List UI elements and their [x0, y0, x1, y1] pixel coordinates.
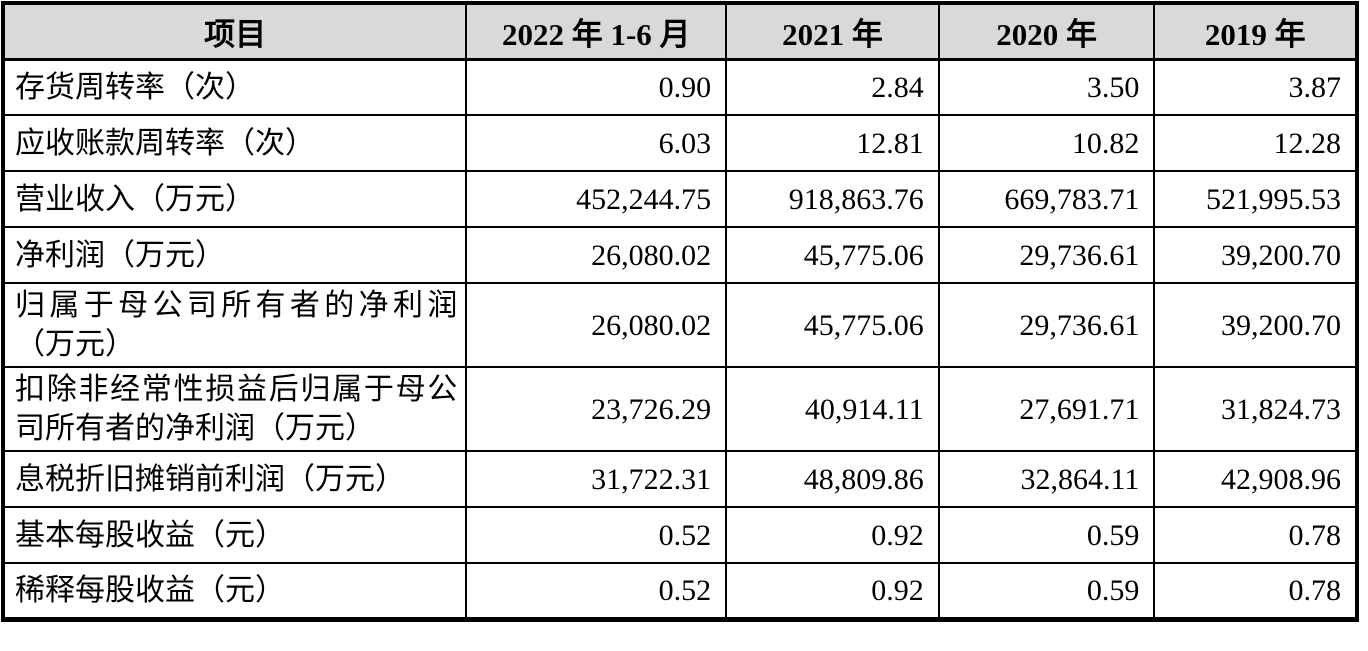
header-row: 项目 2022 年 1-6 月 2021 年 2020 年 2019 年 — [1, 2, 1358, 61]
value-cell: 0.59 — [937, 506, 1156, 564]
row-label: 净利润（万元） — [1, 226, 468, 284]
value-cell: 39,200.70 — [1153, 226, 1358, 284]
table-row: 存货周转率（次） 0.90 2.84 3.50 3.87 — [1, 58, 1358, 116]
row-label: 基本每股收益（元） — [1, 506, 468, 564]
value-cell: 31,824.73 — [1153, 366, 1358, 452]
value-cell: 26,080.02 — [465, 282, 728, 368]
value-cell: 3.50 — [937, 58, 1156, 116]
value-cell: 918,863.76 — [725, 170, 940, 228]
value-cell: 0.78 — [1153, 562, 1358, 620]
value-cell: 23,726.29 — [465, 366, 728, 452]
table-row: 稀释每股收益（元） 0.52 0.92 0.59 0.78 — [1, 562, 1358, 620]
table-row: 净利润（万元） 26,080.02 45,775.06 29,736.61 39… — [1, 226, 1358, 284]
row-label: 营业收入（万元） — [1, 170, 468, 228]
value-cell: 521,995.53 — [1153, 170, 1358, 228]
value-cell: 42,908.96 — [1153, 450, 1358, 508]
financial-indicators-table: 项目 2022 年 1-6 月 2021 年 2020 年 2019 年 存货周… — [1, 1, 1359, 622]
column-header-2020: 2020 年 — [937, 2, 1156, 61]
value-cell: 27,691.71 — [937, 366, 1156, 452]
value-cell: 29,736.61 — [937, 226, 1156, 284]
value-cell: 6.03 — [465, 114, 728, 172]
table-row: 基本每股收益（元） 0.52 0.92 0.59 0.78 — [1, 506, 1358, 564]
row-label: 稀释每股收益（元） — [1, 562, 468, 620]
value-cell: 2.84 — [725, 58, 940, 116]
value-cell: 0.59 — [937, 562, 1156, 620]
table-body: 存货周转率（次） 0.90 2.84 3.50 3.87 应收账款周转率（次） … — [1, 58, 1358, 620]
table-row: 应收账款周转率（次） 6.03 12.81 10.82 12.28 — [1, 114, 1358, 172]
value-cell: 45,775.06 — [725, 282, 940, 368]
value-cell: 31,722.31 — [465, 450, 728, 508]
value-cell: 0.92 — [725, 506, 940, 564]
value-cell: 452,244.75 — [465, 170, 728, 228]
value-cell: 29,736.61 — [937, 282, 1156, 368]
table-header: 项目 2022 年 1-6 月 2021 年 2020 年 2019 年 — [1, 2, 1358, 61]
value-cell: 45,775.06 — [725, 226, 940, 284]
value-cell: 32,864.11 — [937, 450, 1156, 508]
table-row: 扣除非经常性损益后归属于母公司所有者的净利润（万元） 23,726.29 40,… — [1, 366, 1358, 452]
value-cell: 39,200.70 — [1153, 282, 1358, 368]
value-cell: 0.52 — [465, 506, 728, 564]
value-cell: 12.81 — [725, 114, 940, 172]
value-cell: 0.90 — [465, 58, 728, 116]
value-cell: 26,080.02 — [465, 226, 728, 284]
table-row: 营业收入（万元） 452,244.75 918,863.76 669,783.7… — [1, 170, 1358, 228]
row-label: 息税折旧摊销前利润（万元） — [1, 450, 468, 508]
value-cell: 10.82 — [937, 114, 1156, 172]
value-cell: 669,783.71 — [937, 170, 1156, 228]
row-label: 应收账款周转率（次） — [1, 114, 468, 172]
value-cell: 0.92 — [725, 562, 940, 620]
row-label: 存货周转率（次） — [1, 58, 468, 116]
value-cell: 12.28 — [1153, 114, 1358, 172]
value-cell: 48,809.86 — [725, 450, 940, 508]
row-label: 归属于母公司所有者的净利润（万元） — [1, 282, 468, 368]
value-cell: 40,914.11 — [725, 366, 940, 452]
column-header-2021: 2021 年 — [725, 2, 940, 61]
value-cell: 3.87 — [1153, 58, 1358, 116]
column-header-item: 项目 — [1, 2, 468, 61]
row-label: 扣除非经常性损益后归属于母公司所有者的净利润（万元） — [1, 366, 468, 452]
column-header-2022h1: 2022 年 1-6 月 — [465, 2, 728, 61]
value-cell: 0.78 — [1153, 506, 1358, 564]
column-header-2019: 2019 年 — [1153, 2, 1358, 61]
value-cell: 0.52 — [465, 562, 728, 620]
table-row: 息税折旧摊销前利润（万元） 31,722.31 48,809.86 32,864… — [1, 450, 1358, 508]
table-row: 归属于母公司所有者的净利润（万元） 26,080.02 45,775.06 29… — [1, 282, 1358, 368]
